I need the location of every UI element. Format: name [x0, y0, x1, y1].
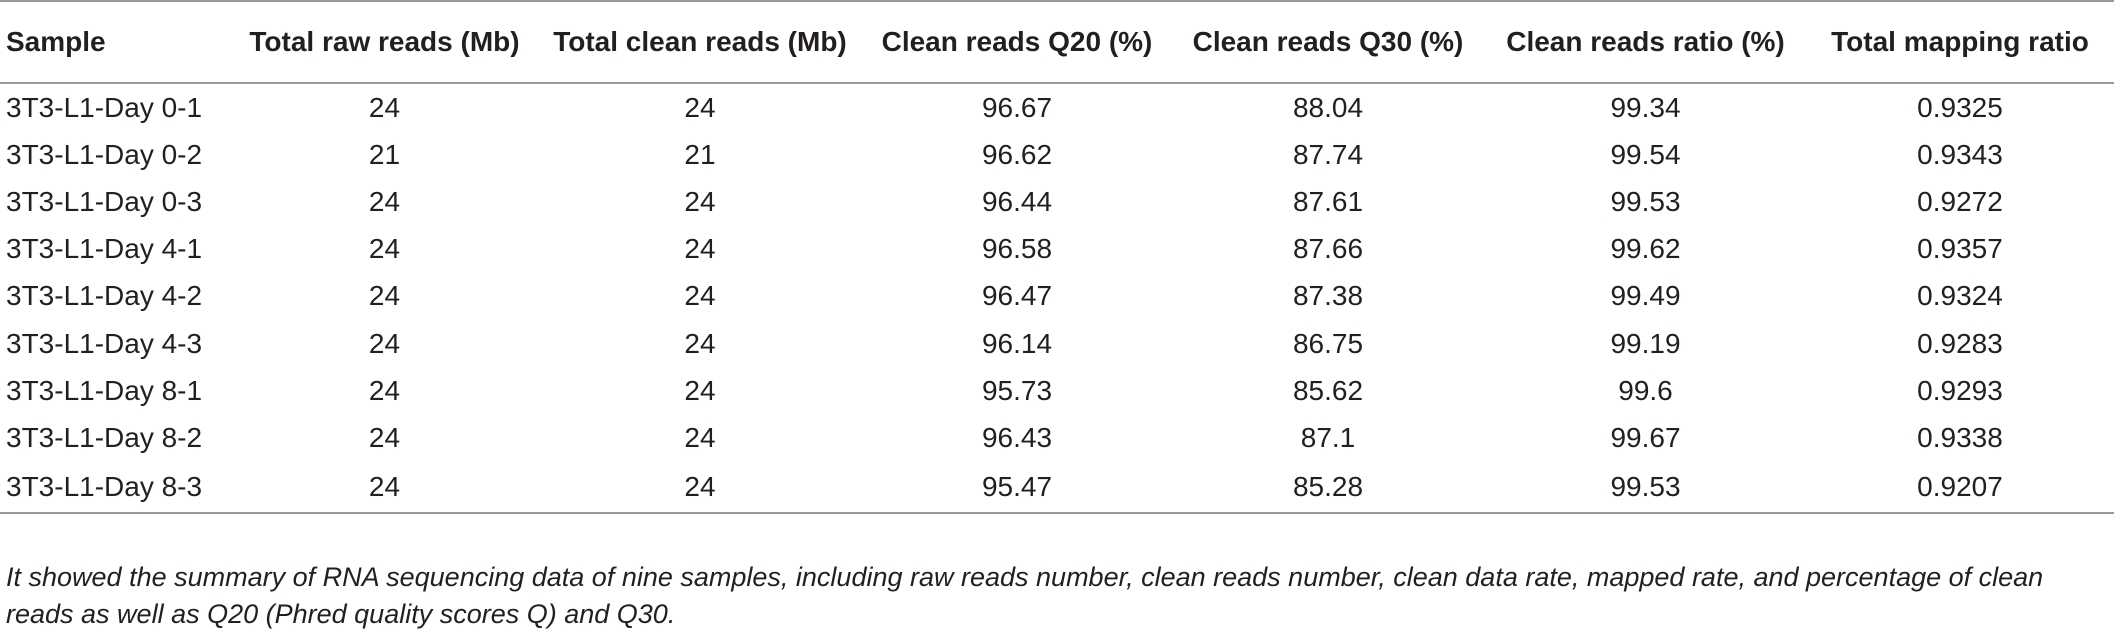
table-caption: It showed the summary of RNA sequencing …	[6, 562, 2044, 629]
table-row: 3T3-L1-Day 0-1 24 24 96.67 88.04 99.34 0.9325	[0, 83, 2114, 131]
cell-total-mapping-ratio: 0.9343	[1917, 138, 2003, 170]
cell-sample: 3T3-L1-Day 4-2	[6, 280, 203, 312]
cell-total-raw-reads: 24	[368, 91, 401, 123]
cell-total-raw-reads: 24	[368, 327, 401, 359]
cell-clean-reads-q20: 96.58	[981, 233, 1053, 265]
cell-total-mapping-ratio: 0.9357	[1917, 233, 2003, 265]
cell-total-clean-reads: 24	[537, 461, 863, 514]
table-row: 3T3-L1-Day 8-1 24 24 95.73 85.62 99.6 0.9293	[0, 367, 2114, 414]
table-row: 3T3-L1-Day 4-1 24 24 96.58 87.66 99.62 0.9357	[0, 226, 2114, 273]
cell-total-mapping-ratio: 0.9272	[1917, 185, 2003, 217]
cell-sample: 3T3-L1-Day 8-3	[0, 461, 232, 514]
cell-sample: 3T3-L1-Day 8-1	[6, 374, 203, 406]
cell-clean-reads-ratio: 99.6	[1618, 374, 1673, 406]
cell-total-mapping-ratio: 0.9207	[1806, 461, 2114, 514]
table-row: 3T3-L1-Day 0-3 24 24 96.44 87.61 99.53 0.9272	[0, 178, 2114, 225]
cell-total-clean-reads: 24	[684, 91, 716, 123]
header-total-clean-reads: Total clean reads (Mb)	[537, 0, 863, 84]
cell-total-clean-reads: 21	[684, 138, 716, 170]
cell-clean-reads-q20: 96.47	[981, 280, 1053, 312]
cell-clean-reads-q30: 85.62	[1292, 374, 1364, 406]
cell-sample: 3T3-L1-Day 8-2	[6, 421, 203, 453]
cell-total-raw-reads: 24	[368, 233, 401, 265]
header-clean-reads-q30: Clean reads Q30 (%)	[1171, 0, 1485, 84]
cell-clean-reads-q20: 96.62	[981, 138, 1053, 170]
cell-clean-reads-q20: 96.43	[981, 421, 1053, 453]
table-row: 3T3-L1-Day 8-3 24 24 95.47 85.28 99.53 0.9207	[0, 461, 2114, 514]
cell-clean-reads-q30: 85.28	[1171, 461, 1485, 514]
cell-total-clean-reads: 24	[684, 280, 716, 312]
cell-total-raw-reads: 21	[368, 138, 401, 170]
cell-total-raw-reads: 24	[368, 280, 401, 312]
cell-total-clean-reads: 24	[684, 421, 716, 453]
cell-clean-reads-q30: 87.38	[1292, 280, 1364, 312]
sequencing-summary-table: Sample Total raw reads (Mb) Total clean …	[0, 0, 2114, 514]
cell-sample: 3T3-L1-Day 0-2	[6, 138, 203, 170]
cell-total-clean-reads: 24	[684, 374, 716, 406]
cell-total-raw-reads: 24	[368, 421, 401, 453]
cell-total-clean-reads: 24	[684, 185, 716, 217]
cell-total-mapping-ratio: 0.9293	[1917, 374, 2003, 406]
cell-clean-reads-ratio: 99.67	[1610, 421, 1681, 453]
cell-clean-reads-ratio: 99.53	[1610, 185, 1681, 217]
table-row: 3T3-L1-Day 4-3 24 24 96.14 86.75 99.19 0.9283	[0, 320, 2114, 367]
cell-clean-reads-q30: 87.1	[1300, 421, 1356, 453]
table-header: Sample Total raw reads (Mb) Total clean …	[0, 0, 2114, 84]
cell-total-mapping-ratio: 0.9324	[1917, 280, 2003, 312]
cell-clean-reads-q30: 88.04	[1292, 91, 1364, 123]
cell-total-raw-reads: 24	[232, 461, 537, 514]
cell-clean-reads-q20: 96.14	[981, 327, 1053, 359]
cell-clean-reads-q30: 87.66	[1292, 233, 1364, 265]
cell-total-raw-reads: 24	[368, 185, 401, 217]
cell-clean-reads-q30: 87.74	[1292, 138, 1364, 170]
cell-clean-reads-q20: 95.47	[863, 461, 1171, 514]
cell-total-raw-reads: 24	[368, 374, 401, 406]
cell-clean-reads-ratio: 99.53	[1485, 461, 1806, 514]
table-row: 3T3-L1-Day 4-2 24 24 96.47 87.38 99.49 0.9324	[0, 273, 2114, 320]
table-row: 3T3-L1-Day 8-2 24 24 96.43 87.1 99.67 0.9338	[0, 414, 2114, 461]
table-body: 3T3-L1-Day 0-1 24 24 96.67 88.04 99.34 0.9325 3…	[0, 83, 2114, 514]
header-row: Sample Total raw reads (Mb) Total clean …	[0, 0, 2114, 84]
header-sample: Sample	[0, 0, 232, 84]
cell-clean-reads-ratio: 99.49	[1610, 280, 1681, 312]
cell-clean-reads-q20: 95.73	[981, 374, 1053, 406]
cell-clean-reads-ratio: 99.19	[1610, 327, 1681, 359]
cell-sample: 3T3-L1-Day 0-1	[6, 91, 203, 123]
header-clean-reads-q20: Clean reads Q20 (%)	[863, 0, 1171, 84]
cell-clean-reads-q30: 86.75	[1292, 327, 1364, 359]
cell-total-clean-reads: 24	[684, 233, 716, 265]
cell-total-clean-reads: 24	[684, 327, 716, 359]
cell-clean-reads-q20: 96.44	[981, 185, 1053, 217]
cell-clean-reads-q30: 87.61	[1292, 185, 1364, 217]
cell-total-mapping-ratio: 0.9283	[1917, 327, 2003, 359]
table-row: 3T3-L1-Day 0-2 21 21 96.62 87.74 99.54 0.9343	[0, 131, 2114, 178]
cell-clean-reads-ratio: 99.62	[1610, 233, 1681, 265]
cell-clean-reads-q20: 96.67	[981, 91, 1053, 123]
header-total-mapping-ratio: Total mapping ratio	[1806, 0, 2114, 84]
cell-sample: 3T3-L1-Day 4-3	[6, 327, 203, 359]
cell-sample: 3T3-L1-Day 0-3	[6, 185, 203, 217]
cell-clean-reads-ratio: 99.34	[1610, 91, 1681, 123]
cell-clean-reads-ratio: 99.54	[1610, 138, 1681, 170]
cell-total-mapping-ratio: 0.9325	[1917, 91, 2003, 123]
cell-total-mapping-ratio: 0.9338	[1917, 421, 2003, 453]
header-total-raw-reads: Total raw reads (Mb)	[232, 0, 537, 84]
cell-sample: 3T3-L1-Day 4-1	[6, 233, 203, 265]
header-clean-reads-ratio: Clean reads ratio (%)	[1485, 0, 1806, 84]
